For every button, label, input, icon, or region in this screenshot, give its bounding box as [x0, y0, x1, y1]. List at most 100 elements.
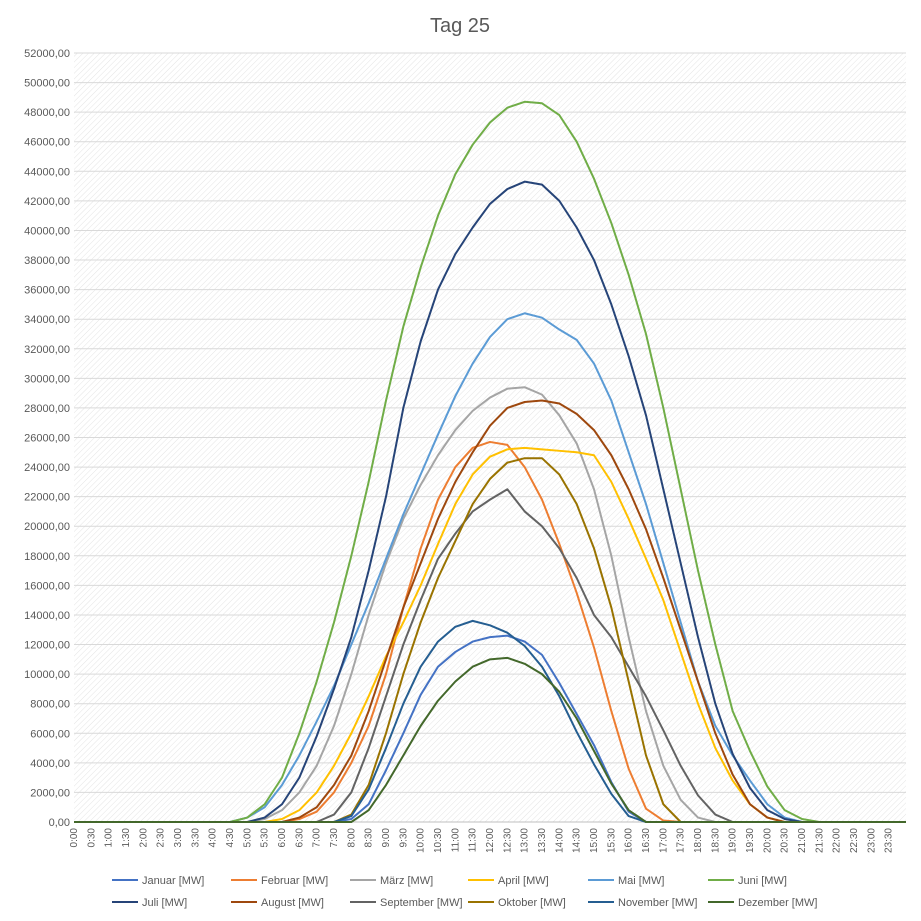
y-tick-label: 22000,00 — [24, 492, 70, 504]
x-tick-label: 1:30 — [121, 828, 132, 848]
y-tick-label: 44000,00 — [24, 166, 70, 178]
x-tick-label: 23:30 — [884, 828, 895, 853]
x-tick-label: 11:30 — [468, 828, 479, 853]
x-tick-label: 19:00 — [728, 828, 739, 853]
y-tick-label: 6000,00 — [30, 728, 70, 740]
x-tick-label: 5:00 — [242, 828, 253, 848]
y-tick-label: 16000,00 — [24, 580, 70, 592]
y-tick-label: 28000,00 — [24, 403, 70, 415]
legend-label: Juni [MW] — [738, 875, 787, 887]
x-tick-label: 14:00 — [554, 828, 565, 853]
x-tick-label: 20:30 — [780, 828, 791, 853]
x-tick-label: 18:00 — [693, 828, 704, 853]
x-tick-label: 2:30 — [156, 828, 167, 848]
x-tick-label: 11:00 — [450, 828, 461, 853]
x-tick-label: 21:30 — [814, 828, 825, 853]
series-line — [74, 634, 906, 823]
x-tick-label: 5:30 — [260, 828, 271, 848]
legend-label: August [MW] — [261, 897, 324, 909]
y-tick-label: 36000,00 — [24, 285, 70, 297]
x-tick-label: 18:30 — [710, 828, 721, 853]
legend-label: Mai [MW] — [618, 875, 664, 887]
x-tick-label: 6:30 — [294, 828, 305, 848]
series-line — [74, 180, 906, 823]
legend-label: Dezember [MW] — [738, 897, 817, 909]
x-tick-label: 22:30 — [849, 828, 860, 853]
y-tick-label: 34000,00 — [24, 314, 70, 326]
chart-title: Tag 25 — [430, 15, 490, 37]
legend-label: November [MW] — [618, 897, 697, 909]
series-line — [74, 440, 906, 823]
x-tick-label: 0:30 — [86, 828, 97, 848]
series-line — [74, 619, 906, 823]
x-tick-label: 13:30 — [537, 828, 548, 853]
x-tick-label: 10:30 — [433, 828, 444, 853]
legend-label: Juli [MW] — [142, 897, 187, 909]
y-tick-label: 40000,00 — [24, 225, 70, 237]
legend-label: April [MW] — [498, 875, 549, 887]
y-tick-label: 4000,00 — [30, 758, 70, 770]
legend-label: Februar [MW] — [261, 875, 328, 887]
y-tick-label: 52000,00 — [24, 48, 70, 60]
y-tick-label: 50000,00 — [24, 78, 70, 90]
x-tick-label: 14:30 — [572, 828, 583, 853]
y-tick-label: 10000,00 — [24, 669, 70, 681]
x-tick-label: 3:00 — [173, 828, 184, 848]
x-tick-label: 4:00 — [208, 828, 219, 848]
x-tick-label: 16:30 — [641, 828, 652, 853]
series-line — [74, 488, 906, 823]
x-tick-label: 9:30 — [398, 828, 409, 848]
x-tick-label: 8:30 — [364, 828, 375, 848]
legend-label: März [MW] — [380, 875, 433, 887]
y-tick-label: 46000,00 — [24, 137, 70, 149]
y-tick-label: 30000,00 — [24, 373, 70, 385]
y-tick-label: 12000,00 — [24, 640, 70, 652]
series-line — [74, 100, 906, 823]
series-line — [74, 399, 906, 823]
y-tick-label: 38000,00 — [24, 255, 70, 267]
x-tick-label: 21:00 — [797, 828, 808, 853]
x-tick-label: 16:00 — [624, 828, 635, 853]
series-line — [74, 656, 906, 823]
y-tick-label: 2000,00 — [30, 787, 70, 799]
y-tick-label: 0,00 — [49, 817, 70, 829]
x-tick-label: 6:00 — [277, 828, 288, 848]
x-tick-label: 1:00 — [104, 828, 115, 848]
x-tick-label: 9:00 — [381, 828, 392, 848]
y-tick-label: 32000,00 — [24, 344, 70, 356]
x-tick-label: 7:30 — [329, 828, 340, 848]
series-line — [74, 457, 906, 823]
y-tick-label: 48000,00 — [24, 107, 70, 119]
legend-label: Oktober [MW] — [498, 897, 566, 909]
legend-label: Januar [MW] — [142, 875, 204, 887]
x-tick-label: 2:00 — [138, 828, 149, 848]
x-tick-label: 10:00 — [416, 828, 427, 853]
y-tick-label: 26000,00 — [24, 433, 70, 445]
y-tick-label: 24000,00 — [24, 462, 70, 474]
x-tick-label: 12:30 — [502, 828, 513, 853]
legend-label: September [MW] — [380, 897, 463, 909]
y-tick-label: 42000,00 — [24, 196, 70, 208]
x-tick-label: 12:00 — [485, 828, 496, 853]
x-tick-label: 13:00 — [520, 828, 531, 853]
x-tick-label: 22:00 — [832, 828, 843, 853]
x-tick-label: 3:30 — [190, 828, 201, 848]
x-tick-label: 17:00 — [658, 828, 669, 853]
y-tick-label: 14000,00 — [24, 610, 70, 622]
x-tick-label: 19:30 — [745, 828, 756, 853]
x-tick-label: 0:00 — [69, 828, 80, 848]
series-line — [74, 312, 906, 823]
x-tick-label: 15:00 — [589, 828, 600, 853]
x-tick-label: 23:00 — [866, 828, 877, 853]
y-tick-label: 20000,00 — [24, 521, 70, 533]
series-line — [74, 386, 906, 823]
x-tick-label: 4:30 — [225, 828, 236, 848]
x-tick-label: 8:00 — [346, 828, 357, 848]
x-tick-label: 7:00 — [312, 828, 323, 848]
x-tick-label: 17:30 — [676, 828, 687, 853]
y-tick-label: 18000,00 — [24, 551, 70, 563]
x-tick-label: 15:30 — [606, 828, 617, 853]
x-tick-label: 20:00 — [762, 828, 773, 853]
series-line — [74, 446, 906, 823]
